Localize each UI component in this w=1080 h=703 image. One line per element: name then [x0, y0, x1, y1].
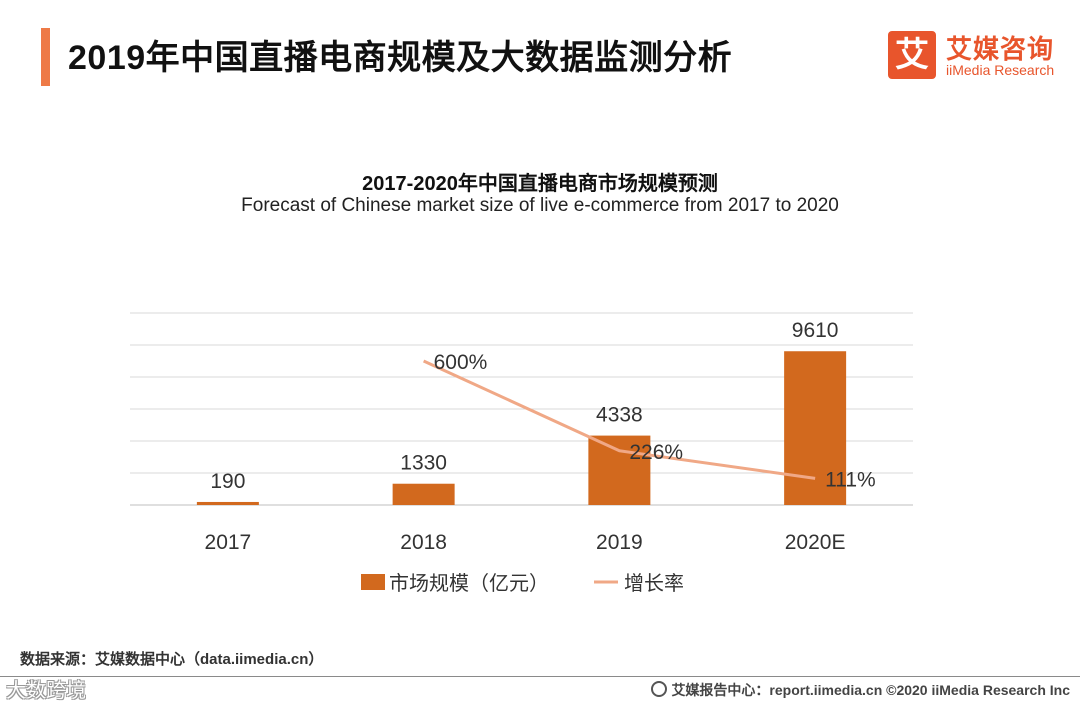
bar — [392, 483, 455, 505]
chart-subtitle: Forecast of Chinese market size of live … — [241, 195, 839, 216]
line-value-label: 111% — [825, 468, 876, 491]
x-tick-label: 2018 — [400, 531, 447, 554]
footer-report-text: 艾媒报告中心：report.iimedia.cn ©2020 iiMedia R… — [671, 682, 1070, 698]
footer-divider — [0, 676, 1080, 677]
logo-mark-icon: 艾 — [888, 31, 936, 79]
chart-title: 2017-2020年中国直播电商市场规模预测 — [362, 173, 718, 195]
bar — [588, 435, 651, 505]
logo-name-en: iiMedia Research — [946, 62, 1055, 78]
globe-icon — [651, 681, 668, 697]
x-tick-label: 2019 — [596, 531, 643, 554]
line-value-label: 226% — [629, 441, 683, 464]
data-source: 数据来源：艾媒数据中心（data.iimedia.cn） — [20, 651, 324, 668]
footer-report: 艾媒报告中心：report.iimedia.cn ©2020 iiMedia R… — [651, 680, 1070, 700]
title-accent-bar — [41, 28, 50, 86]
bar — [196, 501, 259, 505]
growth-rate-line — [422, 359, 816, 480]
bar-value-label: 1330 — [400, 452, 447, 475]
bar-value-label: 9610 — [792, 319, 839, 342]
watermark: 大数跨境 — [6, 680, 86, 702]
legend-bar-swatch — [361, 574, 385, 590]
legend-line-label: 增长率 — [624, 572, 684, 595]
bar — [784, 351, 847, 505]
legend-bar-label: 市场规模（亿元） — [389, 572, 549, 595]
line-value-label: 600% — [434, 351, 488, 374]
bar-value-label: 190 — [210, 470, 245, 493]
x-tick-label: 2017 — [205, 531, 252, 554]
bar-value-label: 4338 — [596, 404, 643, 427]
x-tick-label: 2020E — [785, 531, 846, 554]
iimedia-logo: 艾 艾媒咨询 iiMedia Research — [886, 29, 1066, 81]
logo-name-cn: 艾媒咨询 — [946, 34, 1055, 64]
page-title: 2019年中国直播电商规模及大数据监测分析 — [68, 39, 733, 77]
